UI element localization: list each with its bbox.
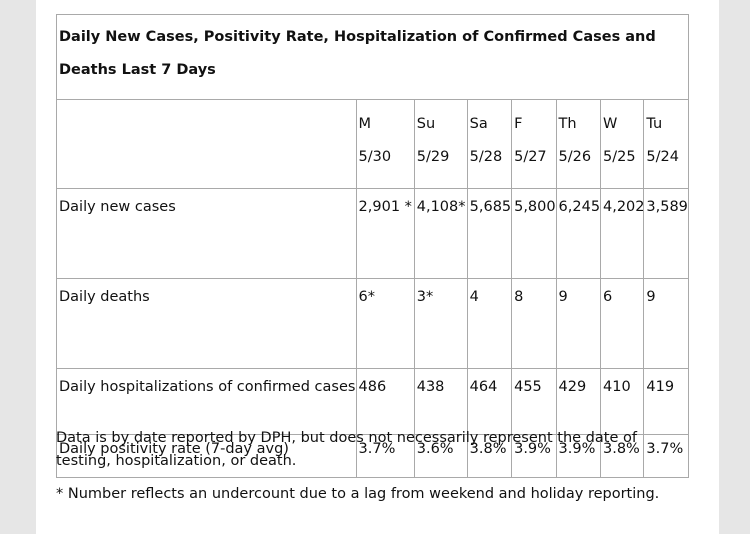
table-title: Daily New Cases, Positivity Rate, Hospit… [56, 14, 689, 100]
col-date: 5/28 [469, 149, 503, 165]
col-header: Tu 5/24 [643, 99, 689, 189]
col-date: 5/30 [358, 149, 392, 165]
table-cell: 3.7% [643, 434, 689, 478]
source-note: Data is by date reported by DPH, but doe… [56, 430, 637, 469]
undercount-note: * Number reflects an undercount due to a… [56, 486, 660, 502]
table-cell: 3* [413, 278, 468, 369]
table-cell: 464 [466, 368, 513, 435]
table-cell: 410 [599, 368, 645, 435]
header-empty-cell [56, 99, 357, 189]
row-label: Daily deaths [56, 278, 357, 369]
table-cell: 8 [511, 278, 557, 369]
col-header: Su 5/29 [413, 99, 468, 189]
table-cell: 3,589 [643, 188, 689, 279]
header-row: M 5/30 Su 5/29 Sa 5/28 F 5/27 Th 5/26 W 5/25 T… [56, 99, 689, 189]
table-cell: 486 [355, 368, 415, 435]
covid-stats-table: Daily New Cases, Positivity Rate, Hospit… [56, 14, 689, 478]
table-row-daily-positivity-rate: Daily positivity rate (7-day avg) 3.7% 3… [56, 434, 689, 478]
col-header: M 5/30 [355, 99, 415, 189]
col-day: Su [416, 116, 436, 132]
row-label: Daily hospitalizations of confirmed case… [56, 368, 357, 435]
document-page: Daily New Cases, Positivity Rate, Hospit… [36, 0, 719, 534]
table-cell: 4,108* [413, 188, 468, 279]
col-day: Th [558, 116, 577, 132]
table-cell: 4,202 [599, 188, 645, 279]
col-header: Th 5/26 [555, 99, 602, 189]
row-label: Daily positivity rate (7-day avg) [56, 434, 357, 478]
col-date: 5/26 [558, 149, 592, 165]
table-cell: 4 [466, 278, 513, 369]
col-header: Sa 5/28 [466, 99, 513, 189]
row-label: Daily new cases [56, 188, 357, 279]
table-cell: 9 [643, 278, 689, 369]
col-header: F 5/27 [511, 99, 557, 189]
table-cell: 5,685 [466, 188, 513, 279]
table-cell: 3.9% [555, 434, 602, 478]
col-date: 5/25 [603, 149, 636, 165]
table-cell: 6 [599, 278, 645, 369]
table-cell: 419 [643, 368, 689, 435]
table-cell: 429 [555, 368, 602, 435]
col-date: 5/27 [514, 149, 547, 165]
table-row-daily-new-cases: Daily new cases 2,901 * 4,108* 5,685 5,8… [56, 188, 689, 279]
table-cell: 3.8% [466, 434, 513, 478]
table-cell: 3.8% [599, 434, 645, 478]
table-cell: 6,245 [555, 188, 602, 279]
table-cell: 6* [355, 278, 415, 369]
table-cell: 455 [511, 368, 557, 435]
table-row-daily-deaths: Daily deaths 6* 3* 4 8 9 6 9 [56, 278, 689, 369]
col-day: W [603, 116, 618, 132]
col-day: Tu [646, 116, 663, 132]
table-cell: 5,800 [511, 188, 557, 279]
table-notes: Data is by date reported by DPH, but doe… [56, 427, 696, 516]
table-cell: 3.7% [355, 434, 415, 478]
col-date: 5/24 [646, 149, 679, 165]
col-day: M [358, 116, 372, 132]
col-day: Sa [469, 116, 488, 132]
table-cell: 2,901 * [355, 188, 415, 279]
table-row-daily-hospitalizations: Daily hospitalizations of confirmed case… [56, 368, 689, 435]
table-cell: 9 [555, 278, 602, 369]
col-date: 5/29 [416, 149, 450, 165]
table-cell: 438 [413, 368, 468, 435]
col-header: W 5/25 [599, 99, 645, 189]
col-day: F [514, 116, 523, 132]
